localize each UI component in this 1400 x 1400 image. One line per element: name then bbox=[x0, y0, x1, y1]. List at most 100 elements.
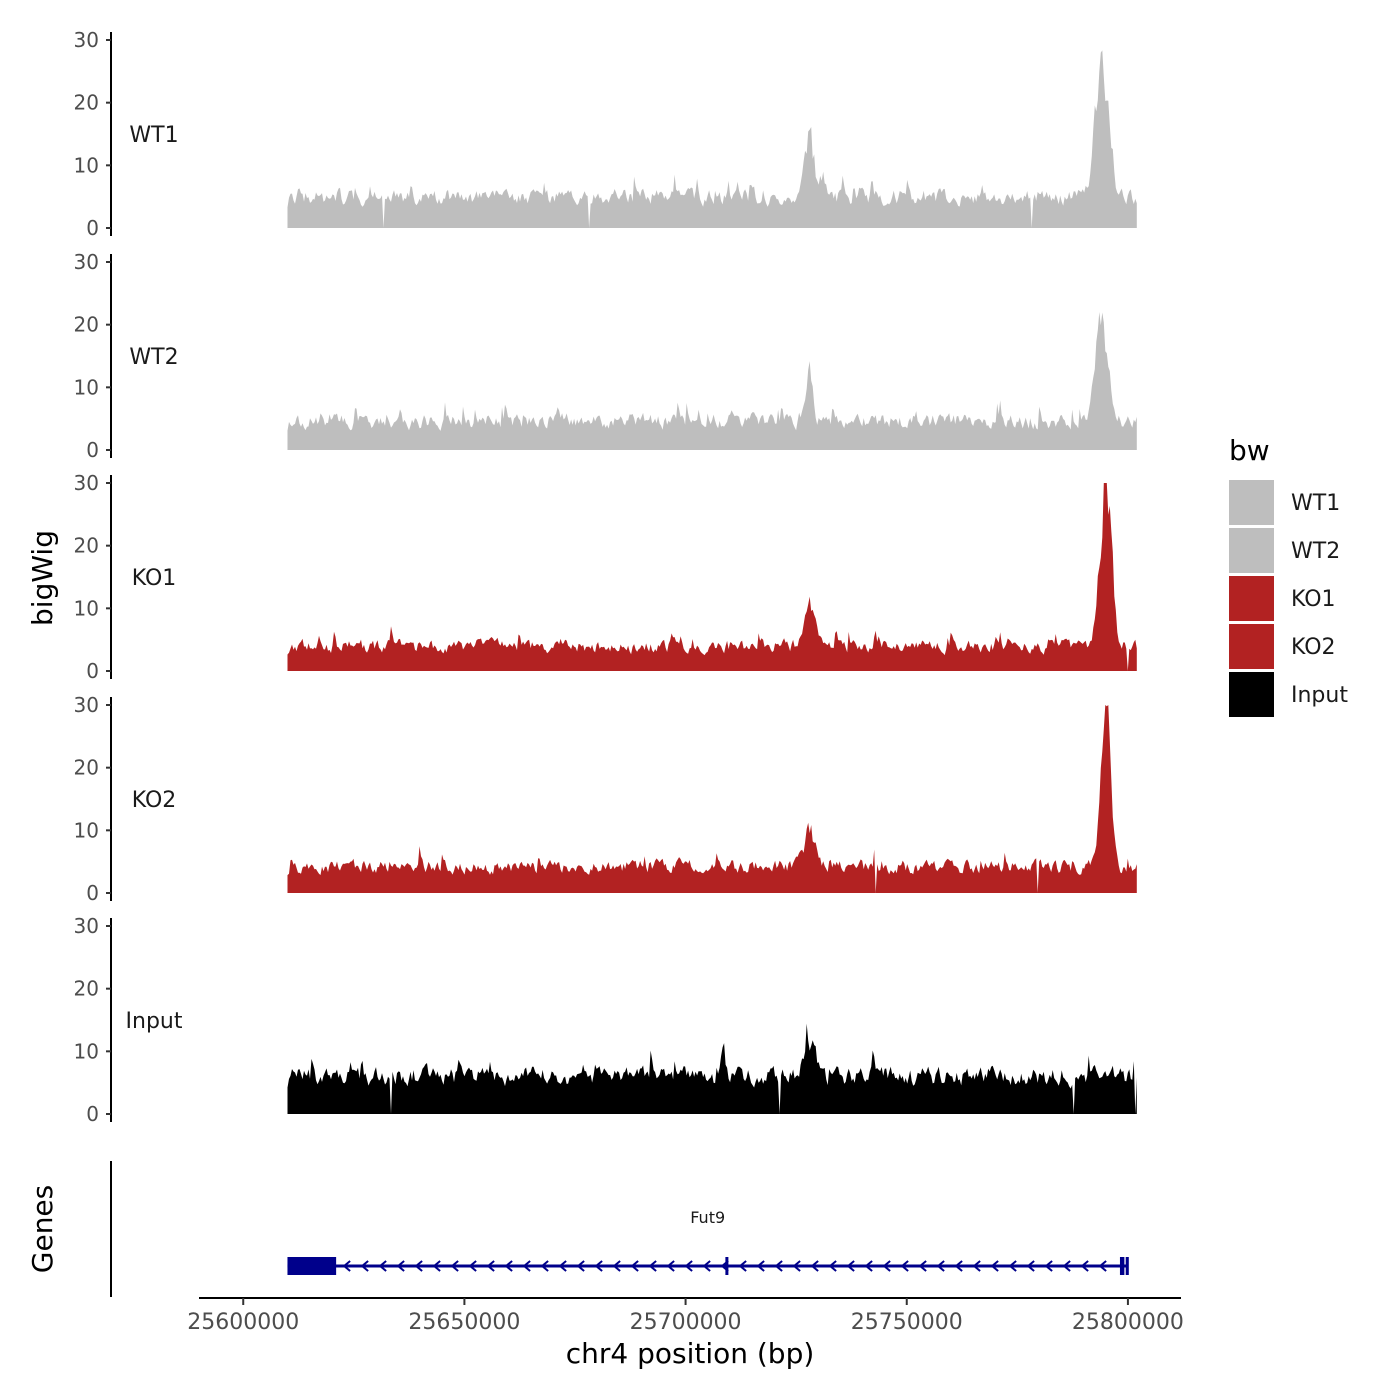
strand-arrow bbox=[810, 1260, 819, 1272]
track-ko1: 0 10 20 30 KO1 bbox=[74, 471, 1137, 683]
gene-exon bbox=[1119, 1257, 1125, 1275]
strand-arrow bbox=[792, 1260, 801, 1272]
strand-arrow bbox=[450, 1260, 459, 1272]
strand-arrow bbox=[486, 1260, 495, 1272]
y-axis-title: bigWig bbox=[26, 530, 59, 626]
gene-exon bbox=[725, 1257, 729, 1275]
strand-arrow bbox=[594, 1260, 603, 1272]
track-wt2: 0 10 20 30 WT2 bbox=[74, 250, 1137, 462]
y-tick-label: 10 bbox=[74, 1039, 99, 1063]
strand-arrow bbox=[954, 1260, 963, 1272]
y-tick-label: 0 bbox=[86, 659, 99, 683]
strand-arrow bbox=[612, 1260, 621, 1272]
strand-arrow bbox=[342, 1260, 351, 1272]
x-tick-label: 25650000 bbox=[408, 1310, 520, 1335]
strand-arrow bbox=[468, 1260, 477, 1272]
x-ticks: 25600000 25650000 25700000 25750000 25800000 bbox=[187, 1298, 1184, 1335]
strand-arrow bbox=[828, 1260, 837, 1272]
legend-swatch-wt1 bbox=[1229, 480, 1274, 525]
strand-arrow bbox=[576, 1260, 585, 1272]
track-label: WT2 bbox=[129, 345, 178, 370]
strand-arrow bbox=[522, 1260, 531, 1272]
strand-arrow bbox=[990, 1260, 999, 1272]
signal-area-ko2 bbox=[287, 705, 1137, 893]
strand-arrow bbox=[1062, 1260, 1071, 1272]
legend-swatch-ko1 bbox=[1229, 576, 1274, 621]
strand-arrow bbox=[972, 1260, 981, 1272]
strand-arrow bbox=[918, 1260, 927, 1272]
y-tick-label: 30 bbox=[74, 693, 99, 717]
legend-swatch-input bbox=[1229, 672, 1274, 717]
strand-arrow bbox=[1098, 1260, 1107, 1272]
strand-arrow bbox=[882, 1260, 891, 1272]
strand-arrow bbox=[432, 1260, 441, 1272]
y-tick-label: 10 bbox=[74, 596, 99, 620]
strand-arrow bbox=[540, 1260, 549, 1272]
strand-arrow bbox=[378, 1260, 387, 1272]
y-tick-label: 30 bbox=[74, 28, 99, 52]
tracks-group: 0 10 20 30 WT1 0 10 20 30 WT2 0 10 20 30 KO1 0 10 20 30 KO2… bbox=[74, 28, 1137, 1126]
strand-arrow bbox=[1080, 1260, 1089, 1272]
gene-track: Genes Fut9 bbox=[26, 1161, 1129, 1297]
x-tick-label: 25600000 bbox=[187, 1310, 299, 1335]
legend-label-wt2: WT2 bbox=[1291, 539, 1340, 564]
genes-axis-title: Genes bbox=[26, 1185, 59, 1273]
strand-arrow bbox=[846, 1260, 855, 1272]
strand-arrow bbox=[504, 1260, 513, 1272]
y-tick-label: 10 bbox=[74, 375, 99, 399]
strand-arrow bbox=[756, 1260, 765, 1272]
strand-arrow bbox=[630, 1260, 639, 1272]
legend-swatch-wt2 bbox=[1229, 528, 1274, 573]
legend-swatch-ko2 bbox=[1229, 624, 1274, 669]
signal-area-wt2 bbox=[287, 312, 1137, 450]
strand-arrow bbox=[900, 1260, 909, 1272]
x-axis: 25600000 25650000 25700000 25750000 25800000… bbox=[187, 1297, 1184, 1370]
y-tick-label: 0 bbox=[86, 1102, 99, 1126]
y-tick-label: 10 bbox=[74, 818, 99, 842]
strand-arrow bbox=[702, 1260, 711, 1272]
y-tick-label: 0 bbox=[86, 216, 99, 240]
strand-arrow bbox=[396, 1260, 405, 1272]
strand-arrow bbox=[720, 1260, 729, 1272]
strand-arrow bbox=[648, 1260, 657, 1272]
x-tick-label: 25750000 bbox=[851, 1310, 963, 1335]
strand-arrow bbox=[414, 1260, 423, 1272]
strand-arrow bbox=[1026, 1260, 1035, 1272]
y-tick-label: 20 bbox=[74, 534, 99, 558]
legend: bw WT1 WT2 KO1 KO2 Input bbox=[1229, 434, 1348, 717]
legend-entries: WT1 WT2 KO1 KO2 Input bbox=[1229, 480, 1348, 717]
y-tick-label: 30 bbox=[74, 914, 99, 938]
signal-area-wt1 bbox=[287, 50, 1137, 229]
strand-arrow bbox=[864, 1260, 873, 1272]
track-ko2: 0 10 20 30 KO2 bbox=[74, 693, 1137, 905]
strand-arrow bbox=[1044, 1260, 1053, 1272]
legend-title: bw bbox=[1229, 434, 1270, 467]
legend-label-ko1: KO1 bbox=[1291, 587, 1336, 612]
strand-arrow bbox=[936, 1260, 945, 1272]
y-tick-label: 20 bbox=[74, 977, 99, 1001]
y-tick-label: 20 bbox=[74, 756, 99, 780]
y-tick-label: 0 bbox=[86, 881, 99, 905]
strand-arrow bbox=[558, 1260, 567, 1272]
y-tick-label: 20 bbox=[74, 91, 99, 115]
strand-arrow bbox=[360, 1260, 369, 1272]
strand-arrow bbox=[738, 1260, 747, 1272]
track-input: 0 10 20 30 Input bbox=[74, 914, 1137, 1126]
gene-exon bbox=[1125, 1257, 1129, 1275]
y-tick-label: 20 bbox=[74, 313, 99, 337]
track-wt1: 0 10 20 30 WT1 bbox=[74, 28, 1137, 240]
strand-arrow bbox=[1008, 1260, 1017, 1272]
strand-arrow bbox=[666, 1260, 675, 1272]
x-tick-label: 25700000 bbox=[630, 1310, 742, 1335]
gene-label: Fut9 bbox=[690, 1208, 725, 1227]
track-label: WT1 bbox=[129, 123, 178, 148]
track-label: KO2 bbox=[132, 788, 177, 813]
strand-arrow bbox=[684, 1260, 693, 1272]
strand-arrow bbox=[774, 1260, 783, 1272]
x-axis-title: chr4 position (bp) bbox=[566, 1337, 815, 1370]
y-tick-label: 0 bbox=[86, 438, 99, 462]
gene-exon bbox=[287, 1257, 337, 1275]
legend-label-input: Input bbox=[1291, 683, 1348, 708]
track-label: Input bbox=[126, 1009, 183, 1034]
